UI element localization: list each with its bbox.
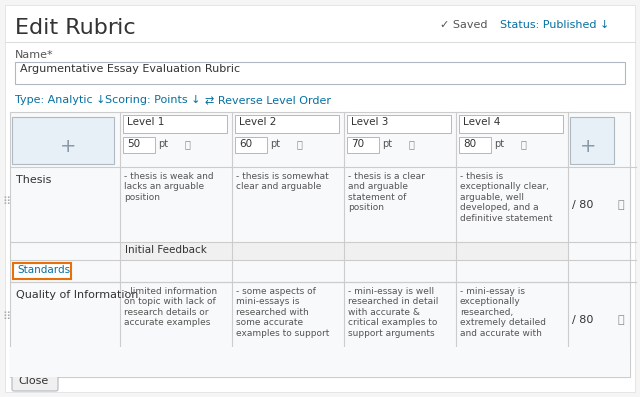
Bar <box>570 117 614 164</box>
Text: - thesis is weak and
lacks an arguable
position: - thesis is weak and lacks an arguable p… <box>124 172 214 202</box>
Text: Level 4: Level 4 <box>463 117 500 127</box>
Bar <box>10 347 630 377</box>
Text: Level 2: Level 2 <box>239 117 276 127</box>
Bar <box>459 137 491 153</box>
Text: 60: 60 <box>239 139 252 149</box>
Text: - thesis is a clear
and arguable
statement of
position: - thesis is a clear and arguable stateme… <box>348 172 425 212</box>
Text: Initial Feedback: Initial Feedback <box>125 245 207 255</box>
Bar <box>235 115 339 133</box>
Text: - limited information
on topic with lack of
research details or
accurate example: - limited information on topic with lack… <box>124 287 217 327</box>
Text: / 80: / 80 <box>572 200 593 210</box>
Bar <box>347 137 379 153</box>
Text: - thesis is somewhat
clear and arguable: - thesis is somewhat clear and arguable <box>236 172 329 191</box>
Text: Thesis: Thesis <box>16 175 51 185</box>
Text: 50: 50 <box>127 139 140 149</box>
Text: ⠿: ⠿ <box>2 197 10 207</box>
Text: 80: 80 <box>463 139 476 149</box>
Text: +: + <box>60 137 77 156</box>
Text: ✓ Saved: ✓ Saved <box>440 20 488 30</box>
Bar <box>235 137 267 153</box>
Bar <box>347 115 451 133</box>
Text: 🗑: 🗑 <box>521 139 527 149</box>
Text: / 80: / 80 <box>572 315 593 325</box>
Text: pt: pt <box>494 139 504 149</box>
Text: Argumentative Essay Evaluation Rubric: Argumentative Essay Evaluation Rubric <box>20 64 240 74</box>
Text: - thesis is
exceptionally clear,
arguable, well
developed, and a
definitive stat: - thesis is exceptionally clear, arguabl… <box>460 172 552 223</box>
Bar <box>459 115 563 133</box>
Text: Close: Close <box>18 376 48 386</box>
FancyBboxPatch shape <box>12 373 58 391</box>
Text: ⇄ Reverse Level Order: ⇄ Reverse Level Order <box>205 95 331 105</box>
Bar <box>10 112 630 377</box>
Bar <box>13 263 71 279</box>
Text: 🗑: 🗑 <box>409 139 415 149</box>
Text: Type: Analytic ↓: Type: Analytic ↓ <box>15 95 106 105</box>
Text: Scoring: Points ↓: Scoring: Points ↓ <box>105 95 200 105</box>
Bar <box>12 117 114 164</box>
Text: pt: pt <box>270 139 280 149</box>
Text: 🗑: 🗑 <box>617 315 623 325</box>
Text: - mini-essay is
exceptionally
researched,
extremely detailed
and accurate with: - mini-essay is exceptionally researched… <box>460 287 546 337</box>
Text: Level 1: Level 1 <box>127 117 164 127</box>
Text: Level 3: Level 3 <box>351 117 388 127</box>
Text: ⠿: ⠿ <box>2 312 10 322</box>
Text: 70: 70 <box>351 139 364 149</box>
Text: Quality of Information: Quality of Information <box>16 290 138 300</box>
Bar <box>123 137 155 153</box>
Text: Edit Rubric: Edit Rubric <box>15 18 136 38</box>
Text: +: + <box>580 137 596 156</box>
Bar <box>123 115 227 133</box>
Text: Standards: Standards <box>17 265 70 275</box>
Bar <box>120 242 568 260</box>
Text: ˅: ˅ <box>115 22 122 36</box>
Text: pt: pt <box>158 139 168 149</box>
Text: - mini-essay is well
researched in detail
with accurate &
critical examples to
s: - mini-essay is well researched in detai… <box>348 287 438 337</box>
Bar <box>15 62 625 84</box>
Text: pt: pt <box>382 139 392 149</box>
Text: 🗑: 🗑 <box>617 200 623 210</box>
Text: - some aspects of
mini-essays is
researched with
some accurate
examples to suppo: - some aspects of mini-essays is researc… <box>236 287 330 337</box>
Text: 🗑: 🗑 <box>185 139 191 149</box>
Text: Status: Published ↓: Status: Published ↓ <box>500 20 609 30</box>
Text: 🗑: 🗑 <box>297 139 303 149</box>
Text: Name*: Name* <box>15 50 54 60</box>
